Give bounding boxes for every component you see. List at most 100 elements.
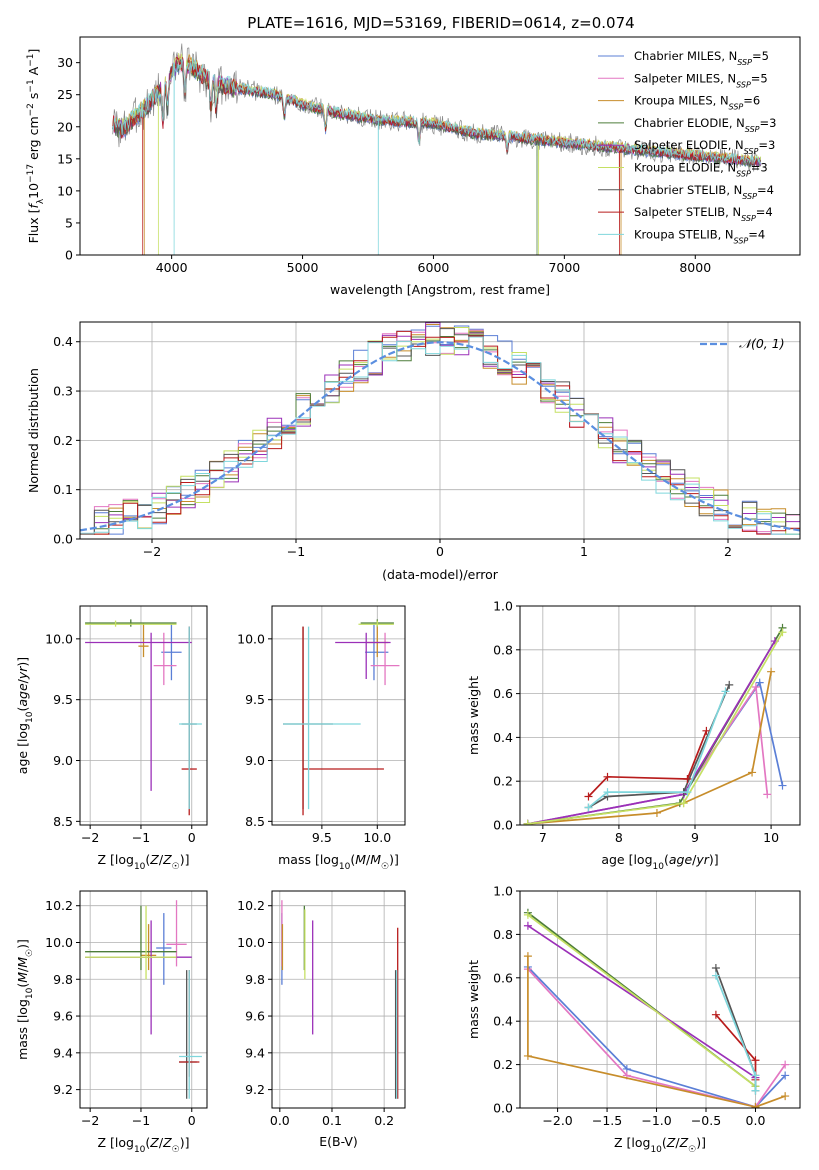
x-tick-label: 10	[763, 830, 779, 845]
label-part: Z [log	[614, 1135, 650, 1150]
y-tick-label: 0.2	[493, 1057, 513, 1072]
x-tick-label: 4000	[156, 260, 188, 275]
x-tick-label: 0.2	[374, 1113, 394, 1128]
histogram-kroupa-stelib	[80, 336, 800, 535]
legend-label-part: Salpeter ELODIE, N	[634, 138, 744, 152]
x-tick-label: −1.0	[641, 1113, 671, 1128]
x-tick-label: 0.0	[746, 1113, 766, 1128]
y-axis-label: mass weight	[466, 960, 481, 1039]
label-part: /	[159, 852, 164, 867]
legend-label: Salpeter ELODIE, NSSP=3	[634, 138, 775, 156]
label-part: ]	[26, 49, 41, 54]
weight-line-salpeter-miles	[527, 684, 769, 825]
y-tick-label: 0.4	[493, 730, 513, 745]
y-tick-label: 10.0	[237, 631, 265, 646]
weight-marker	[767, 667, 776, 676]
legend-label: Salpeter MILES, NSSP=5	[634, 71, 768, 89]
x-tick-label: 2	[724, 544, 732, 559]
y-tick-label: 0.4	[493, 1014, 513, 1029]
y-axis-label: Normed distribution	[26, 368, 41, 493]
label-part: 10	[25, 711, 35, 723]
weight-marker	[702, 726, 711, 735]
weight-marker	[751, 683, 760, 692]
y-tick-label: 9.0	[53, 753, 73, 768]
weight-marker	[748, 768, 757, 777]
weight-marker	[523, 1051, 532, 1060]
label-part: λ	[36, 198, 46, 204]
label-part: s	[26, 93, 41, 104]
weight-marker	[603, 788, 612, 797]
legend-label-part: SSP	[729, 102, 744, 111]
weight-marker	[755, 678, 764, 687]
legend-label-part: =3	[760, 116, 777, 130]
legend-label-part: SSP	[736, 169, 751, 178]
y-tick-label: 9.8	[245, 972, 265, 987]
panel-massweight-vs-Z: −2.0 −1.5 −1.0 −0.5 0.0 0.0 0.2 0.4 0.6 0.8 1.0 Z […	[466, 884, 801, 1155]
weight-marker	[725, 680, 734, 689]
label-part: f	[26, 203, 41, 209]
label-part: Z	[666, 1135, 676, 1150]
axes: −2 −1 09.29.49.69.810.010.2Z [log10(Z/Z☉)]…	[15, 890, 208, 1155]
label-part: yr	[15, 666, 30, 680]
label-part: (	[145, 1135, 150, 1150]
x-tick-label: 8	[615, 830, 623, 845]
axes-frame	[271, 890, 406, 1109]
legend-label-part: SSP	[741, 214, 756, 223]
label-part: Normed distribution	[26, 368, 41, 493]
x-tick-label: 7000	[548, 260, 580, 275]
x-tick-label: −2	[81, 830, 99, 845]
label-part: 10	[339, 862, 351, 872]
x-axis-label: wavelength [Angstrom, rest frame]	[330, 282, 550, 297]
weight-marker	[523, 819, 532, 825]
label-part: 10	[134, 1145, 146, 1155]
weight-marker	[781, 1071, 790, 1080]
x-tick-label: −2	[81, 1113, 99, 1128]
y-tick-label: 9.5	[245, 692, 265, 707]
weight-marker	[751, 1071, 760, 1080]
label-part: 10	[134, 862, 146, 872]
x-tick-label: 9.5	[312, 830, 332, 845]
x-tick-label: −1	[287, 544, 305, 559]
weight-marker	[683, 788, 692, 797]
y-tick-label: 25	[57, 87, 73, 102]
x-tick-label: −1.5	[592, 1113, 622, 1128]
axes: −2.0 −1.5 −1.0 −0.5 0.0 0.0 0.2 0.4 0.6 0.8 1.0 Z […	[466, 884, 801, 1155]
x-tick-label: 0	[436, 544, 444, 559]
x-tick-label: 9	[691, 830, 699, 845]
label-part: Z	[162, 1135, 172, 1150]
weight-marker	[721, 687, 730, 696]
weight-marker	[584, 803, 593, 812]
y-axis-label: Flux [fλ10−17 erg cm−2 s−1 A−1]	[26, 49, 46, 244]
y-axis-label-group: mass weight	[466, 960, 481, 1039]
x-tick-label: −1	[132, 1113, 150, 1128]
figure-title: PLATE=1616, MJD=53169, FIBERID=0614, z=0…	[247, 14, 634, 32]
x-tick-label: 0.1	[322, 1113, 342, 1128]
x-axis-label: Z [log10(Z/Z☉)]	[97, 1135, 189, 1155]
label-part: )]	[180, 852, 190, 867]
legend-label-part: SSP	[736, 80, 751, 89]
y-tick-label: 5	[65, 215, 73, 230]
normal-curve	[80, 341, 800, 532]
label-part: Z	[679, 1135, 689, 1150]
legend-label-part: =4	[756, 205, 773, 219]
weight-marker	[751, 1056, 760, 1065]
legend-label: Kroupa ELODIE, NSSP=3	[634, 161, 768, 179]
label-part: ☉	[688, 1145, 696, 1155]
legend-label-part: Kroupa ELODIE, N	[634, 161, 736, 175]
panel-mass-vs-Z: −2 −1 09.29.49.69.810.010.2Z [log10(Z/Z☉)]…	[15, 890, 208, 1155]
weight-marker	[751, 1102, 760, 1108]
x-tick-label: −2.0	[542, 1113, 572, 1128]
label-part: )]	[15, 657, 30, 667]
legend-label: Chabrier STELIB, NSSP=4	[634, 183, 774, 201]
label-part: −1	[26, 79, 36, 92]
x-tick-label: 8000	[679, 260, 711, 275]
legend-label: 𝒩(0, 1)	[739, 336, 785, 351]
axes-frame	[519, 890, 801, 1109]
weight-marker	[523, 952, 532, 961]
label-part: 10	[25, 987, 35, 999]
axes: 0.0 0.1 0.2 9.2 9.4 9.6 9.8 10.0 10.2 E(B-V)	[237, 890, 406, 1149]
x-tick-label: 0.0	[270, 1113, 290, 1128]
